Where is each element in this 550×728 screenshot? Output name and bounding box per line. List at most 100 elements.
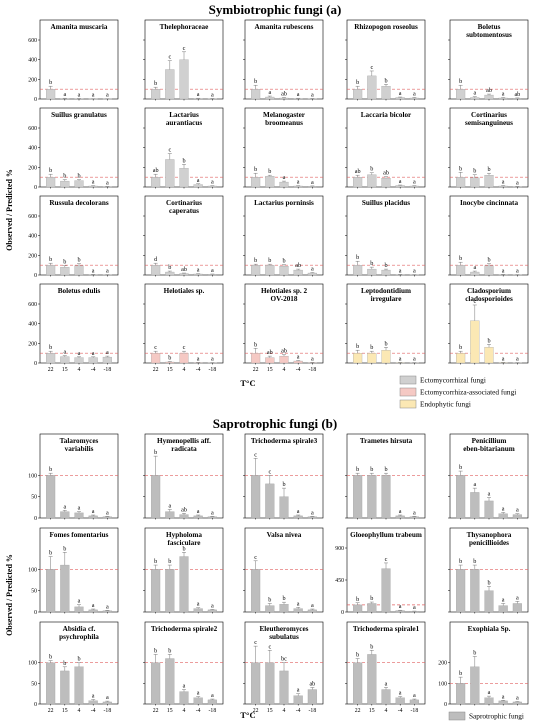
- panel-thysanophora-penicillioides: Thysanophora penicillioides b b b a a: [448, 527, 529, 614]
- significance-letter: a: [197, 508, 200, 515]
- bar: [484, 347, 494, 364]
- bar: [367, 353, 377, 364]
- legend-label-saprotrophic: Saprotrophic fungi: [469, 712, 524, 721]
- panel-title-line: aurantiacus: [166, 119, 203, 127]
- panel-title: Lactarius aurantiacus: [166, 111, 203, 127]
- panel-title: Suillus placidus: [362, 199, 410, 207]
- y-tick-label: 100: [28, 567, 37, 573]
- significance-letter: b: [384, 77, 387, 84]
- significance-letter: c: [183, 344, 186, 351]
- bar: [367, 75, 377, 100]
- significance-letter: ab: [383, 170, 389, 177]
- significance-letter: a: [502, 596, 505, 603]
- significance-letter: ab: [267, 349, 273, 356]
- panel-gloeophyllum-trabeum: Gloeophyllum trabeum 0 450 900 b b c a a: [335, 527, 426, 616]
- significance-letter: c: [385, 556, 388, 563]
- panel-melanogaster-broomeanus: Melanogaster broomeanus b b a a a: [243, 107, 324, 189]
- bar: [165, 159, 175, 188]
- bar: [498, 185, 508, 188]
- section-b-panels: Talaromyces variabilis 0 50 100 b a a a a Hymenope…: [28, 433, 529, 714]
- panel-title-line: Lactarius: [169, 111, 199, 119]
- significance-letter: b: [459, 78, 462, 85]
- significance-letter: b: [487, 337, 490, 344]
- panel-title-line: Cladosporium: [467, 287, 511, 295]
- significance-letter: a: [106, 92, 109, 99]
- panel-title-line: broomeanus: [265, 119, 303, 127]
- significance-letter: b: [49, 654, 52, 661]
- bar: [498, 97, 508, 100]
- bar: [512, 603, 522, 613]
- panel-title: Penicillium eben-bitarianum: [463, 437, 515, 453]
- panel-title: Amanita rubescens: [255, 23, 314, 31]
- significance-letter: b: [154, 449, 157, 456]
- significance-letter: a: [311, 602, 314, 609]
- panel-title: Talaromyces variabilis: [60, 437, 99, 453]
- panel-leptodontidium-irregulare: Leptodontidium irregulare b b b a a: [345, 283, 426, 365]
- panel-title-line: OV-2018: [270, 295, 297, 303]
- bar: [88, 700, 98, 705]
- significance-letter: a: [297, 600, 300, 607]
- significance-letter: a: [92, 692, 95, 699]
- bar: [165, 361, 175, 364]
- panel-title: Lactarius porninsis: [254, 199, 314, 207]
- panel-title: Gloeophyllum trabeum: [350, 531, 422, 539]
- significance-letter: c: [268, 643, 271, 650]
- significance-letter: a: [92, 179, 95, 186]
- significance-letter: a: [399, 90, 402, 97]
- significance-letter: a: [63, 91, 66, 98]
- significance-letter: c: [254, 451, 257, 458]
- panel-title: Cortinarius semisanguineus: [465, 111, 513, 127]
- panel-title: Thysanophora penicillioides: [467, 531, 512, 547]
- x-tick-label: 22: [48, 367, 54, 373]
- significance-letter: a: [297, 91, 300, 98]
- significance-letter: b: [384, 466, 387, 473]
- significance-letter: a: [297, 508, 300, 515]
- bar: [367, 654, 377, 705]
- significance-letter: a: [413, 91, 416, 98]
- x-tick-label: 22: [153, 708, 159, 714]
- significance-letter: a: [283, 174, 286, 181]
- significance-letter: a: [197, 355, 200, 362]
- bar: [193, 184, 203, 188]
- bar: [409, 516, 419, 519]
- panel-title: Helotiales sp.: [164, 287, 205, 295]
- panel-title: Amanita muscaria: [51, 23, 108, 31]
- bar: [46, 475, 56, 519]
- x-tick-label: -18: [208, 367, 216, 373]
- x-tick-label: -18: [308, 708, 316, 714]
- significance-letter: c: [154, 344, 157, 351]
- significance-letter: a: [516, 507, 519, 514]
- significance-letter: ab: [281, 348, 287, 355]
- significance-letter: a: [197, 690, 200, 697]
- significance-letter: b: [268, 168, 271, 175]
- y-tick-label: 50: [31, 495, 37, 501]
- bar: [484, 265, 494, 276]
- y-tick-label: 0: [34, 361, 37, 367]
- y-tick-label: 450: [335, 578, 344, 584]
- bar: [165, 511, 175, 519]
- bar: [251, 265, 261, 276]
- bar: [353, 604, 363, 613]
- bar: [60, 266, 70, 276]
- significance-letter: b: [384, 340, 387, 347]
- bar: [470, 97, 480, 100]
- significance-letter: b: [356, 79, 359, 86]
- panel-title-line: eben-bitarianum: [463, 445, 515, 453]
- x-tick-label: -18: [410, 708, 418, 714]
- bar: [151, 265, 161, 276]
- bar: [498, 513, 508, 519]
- panel-cortinarius-caperatus: Cortinarius caperatus d b ab a a: [143, 195, 224, 277]
- significance-letter: b: [168, 647, 171, 654]
- significance-letter: b: [49, 256, 52, 263]
- bar: [88, 185, 98, 188]
- significance-letter: b: [370, 344, 373, 351]
- panel-cladosporium-cladosporioides: Cladosporium cladosporioides b c b a a: [448, 283, 529, 365]
- panel-title: Trichoderma spiralе1: [353, 625, 420, 633]
- panel-title-line: Thysanophora: [467, 531, 512, 539]
- panel-title-line: Leptodontidium: [361, 287, 411, 295]
- significance-letter: b: [254, 166, 257, 173]
- y-tick-label: 600: [28, 126, 37, 132]
- legend-swatch-saprotrophic: [448, 711, 466, 721]
